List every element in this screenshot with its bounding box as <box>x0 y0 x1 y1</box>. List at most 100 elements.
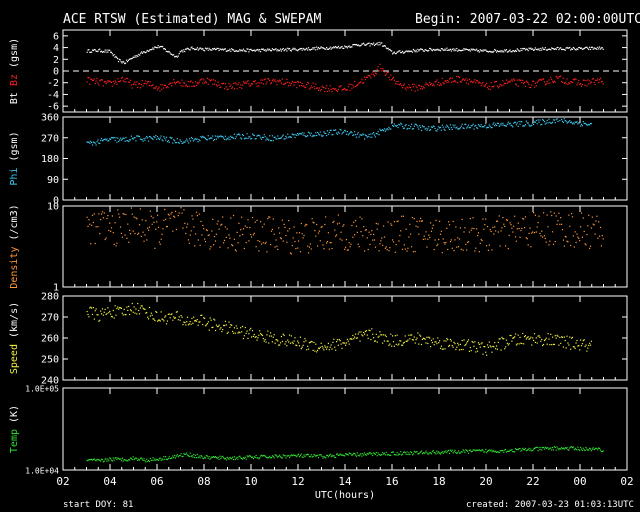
data-point <box>387 221 389 223</box>
data-point <box>256 135 258 137</box>
data-point <box>263 223 265 225</box>
data-point <box>306 454 308 456</box>
data-point <box>345 46 347 48</box>
data-point <box>138 459 141 461</box>
data-point <box>371 328 373 330</box>
data-point <box>307 81 309 84</box>
data-point <box>127 59 130 61</box>
data-point <box>256 49 258 51</box>
data-point <box>246 133 248 135</box>
data-point <box>437 243 439 245</box>
data-point <box>448 81 450 83</box>
data-point <box>442 82 444 84</box>
x-tick-label: 02 <box>620 475 633 488</box>
data-point <box>201 78 203 80</box>
data-point <box>489 50 491 53</box>
data-point <box>363 76 366 78</box>
data-point <box>517 334 519 336</box>
data-point <box>454 80 456 82</box>
data-point <box>209 137 211 139</box>
data-point <box>248 136 250 138</box>
data-point <box>424 49 426 51</box>
data-point <box>446 47 448 49</box>
data-point <box>356 452 358 454</box>
data-point <box>257 82 259 84</box>
data-point <box>574 447 576 450</box>
data-point <box>255 454 257 457</box>
data-point <box>420 129 423 132</box>
data-point <box>489 345 491 347</box>
data-point <box>416 124 418 127</box>
data-point <box>244 225 246 227</box>
data-point <box>597 46 599 48</box>
data-point <box>180 207 182 209</box>
data-point <box>573 47 575 49</box>
data-point <box>334 129 336 132</box>
data-point <box>237 133 239 136</box>
data-point <box>101 308 104 310</box>
data-point <box>179 51 181 53</box>
data-point <box>351 454 353 457</box>
data-point <box>298 342 300 344</box>
data-point <box>524 124 527 126</box>
data-point <box>448 49 450 51</box>
data-point <box>323 86 325 89</box>
data-point <box>98 84 100 86</box>
data-point <box>326 242 328 244</box>
data-point <box>479 82 481 84</box>
data-point <box>335 453 338 455</box>
data-point <box>194 48 197 51</box>
data-point <box>180 50 182 52</box>
data-point <box>127 78 129 80</box>
data-point <box>536 48 538 50</box>
data-point <box>546 214 548 216</box>
data-point <box>485 49 487 51</box>
data-point <box>520 450 522 452</box>
data-point <box>190 80 192 82</box>
data-point <box>161 318 163 320</box>
data-point <box>316 245 319 247</box>
data-point <box>276 138 278 140</box>
data-point <box>430 49 433 51</box>
data-point <box>91 458 93 461</box>
data-point <box>413 49 415 52</box>
data-point <box>542 48 545 50</box>
data-point <box>498 451 500 454</box>
data-point <box>248 333 250 335</box>
data-point <box>518 227 520 230</box>
data-point <box>201 455 203 458</box>
data-point <box>349 246 351 248</box>
data-point <box>283 455 285 457</box>
data-point <box>457 237 459 239</box>
data-point <box>229 326 231 328</box>
data-point <box>170 313 172 316</box>
data-point <box>412 251 414 253</box>
data-point <box>560 342 562 344</box>
data-point <box>437 128 439 130</box>
data-point <box>572 346 574 348</box>
data-point <box>238 50 240 52</box>
data-point <box>137 55 139 57</box>
data-point <box>336 90 339 93</box>
data-point <box>349 132 351 134</box>
data-point <box>273 334 275 336</box>
data-point <box>561 81 564 84</box>
data-point <box>137 302 139 305</box>
data-point <box>229 237 231 239</box>
data-point <box>315 132 317 134</box>
data-point <box>303 48 305 50</box>
data-point <box>441 124 443 126</box>
data-point <box>200 455 202 457</box>
data-point <box>459 81 461 83</box>
data-point <box>348 45 350 47</box>
data-point <box>267 217 269 220</box>
data-point <box>559 336 561 339</box>
data-point <box>195 84 198 87</box>
data-point <box>119 59 121 61</box>
data-point <box>276 339 278 341</box>
data-point <box>588 344 590 347</box>
data-point <box>279 454 281 456</box>
data-point <box>521 449 523 451</box>
data-point <box>235 83 237 85</box>
data-point <box>354 80 356 83</box>
